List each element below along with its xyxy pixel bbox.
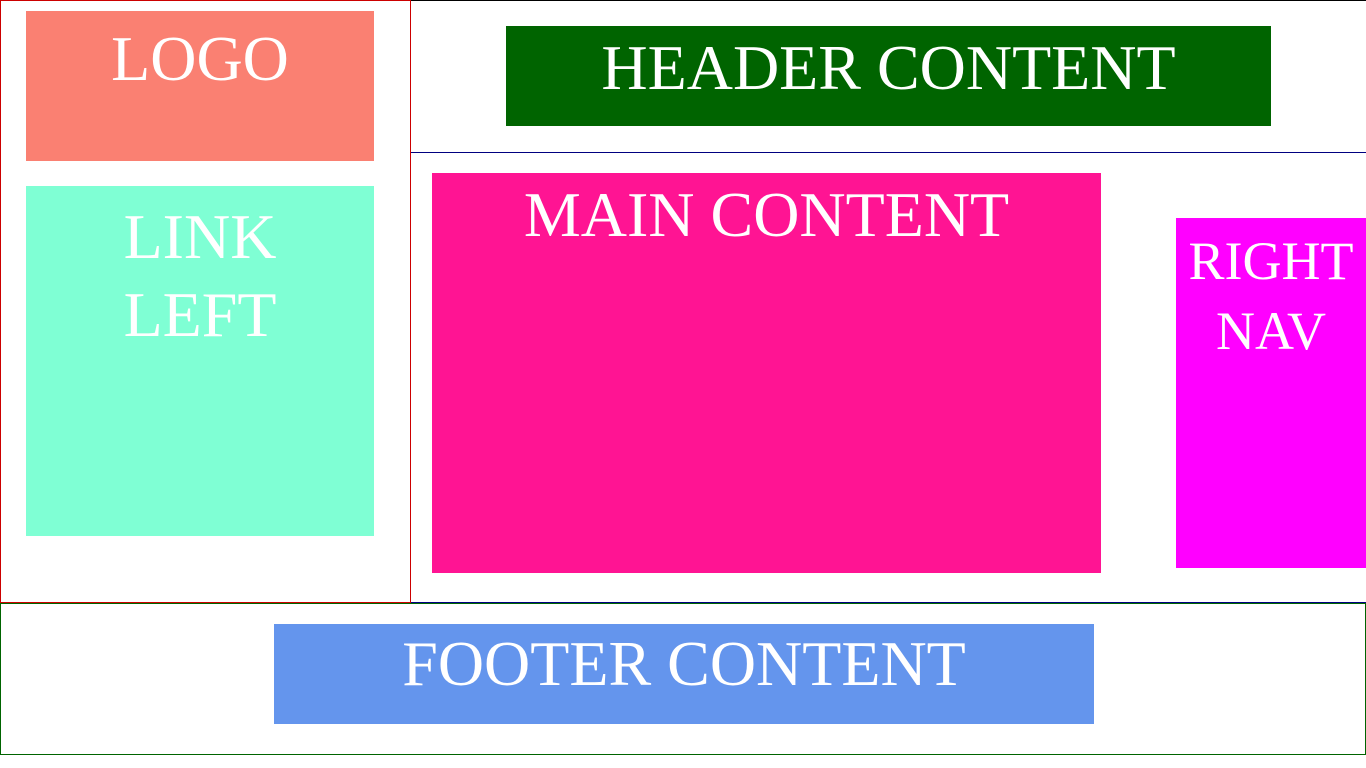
left-column [0, 0, 411, 603]
right-nav-panel[interactable]: RIGHT NAV [1176, 218, 1366, 568]
logo[interactable]: LOGO [26, 11, 374, 161]
main-content: MAIN CONTENT [432, 173, 1101, 573]
main-label: MAIN CONTENT [523, 179, 1010, 250]
main-region-divider [411, 602, 1366, 604]
header-label: HEADER CONTENT [601, 32, 1176, 103]
link-left-line-2: LEFT [123, 279, 277, 350]
header-content: HEADER CONTENT [506, 26, 1271, 126]
footer-content: FOOTER CONTENT [274, 624, 1094, 724]
link-left-line-1: LINK [123, 201, 277, 272]
right-nav-line-1: RIGHT [1188, 231, 1354, 291]
footer-label: FOOTER CONTENT [402, 628, 966, 699]
link-left-panel[interactable]: LINK LEFT [26, 186, 374, 536]
logo-label: LOGO [111, 23, 289, 94]
header-region [411, 0, 1366, 153]
right-nav-line-2: NAV [1215, 301, 1327, 361]
